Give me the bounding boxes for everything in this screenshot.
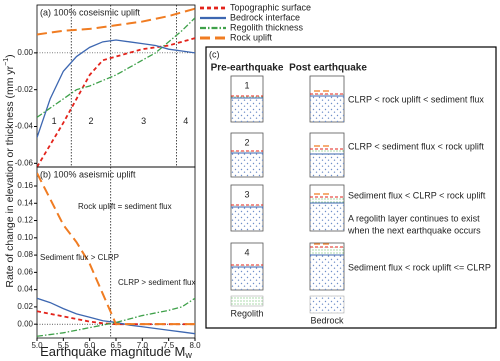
region-label: 3 xyxy=(141,116,146,126)
y-tick-label: 0.08 xyxy=(17,250,33,259)
regolith xyxy=(231,96,263,98)
bedrock-swatch xyxy=(309,295,345,314)
y-tick-label: 0.06 xyxy=(17,267,33,276)
legend-label: Regolith xyxy=(230,308,263,318)
row-number: 4 xyxy=(244,247,249,257)
annotation: CLRP > sediment flux xyxy=(118,278,195,287)
x-tick-label: 5.5 xyxy=(58,341,70,350)
row-text: CLRP < sediment flux < rock uplift xyxy=(348,141,484,151)
regolith xyxy=(231,205,263,207)
y-tick-label: 0.10 xyxy=(17,233,33,242)
row-text: A regolith layer continues to exist xyxy=(348,213,480,223)
legend-label: Bedrock interface xyxy=(230,12,300,22)
x-tick-label: 7.0 xyxy=(137,341,149,350)
series-line xyxy=(37,297,195,337)
regolith xyxy=(310,197,344,203)
x-tick-label: 6.5 xyxy=(110,341,122,350)
regolith-swatch xyxy=(230,295,264,307)
regolith xyxy=(310,247,344,255)
y-tick-label: 0.16 xyxy=(17,181,33,190)
x-axis-label: Earthquake magnitude Mw xyxy=(40,344,192,360)
panel-title: (b) 100% aseismic uplift xyxy=(40,169,136,179)
column-header: Post earthquake xyxy=(289,63,367,74)
regolith xyxy=(231,151,263,153)
row-number: 2 xyxy=(244,137,249,147)
y-tick-label: 0.00 xyxy=(17,319,33,328)
panel-label: (c) xyxy=(209,49,220,59)
legend-label: Topographic surface xyxy=(230,2,311,12)
region-label: 4 xyxy=(183,116,188,126)
y-tick-label: -0.06 xyxy=(15,158,34,167)
bedrock xyxy=(231,207,263,231)
bedrock xyxy=(231,267,263,290)
series-line xyxy=(37,17,195,118)
y-tick-label: -0.04 xyxy=(15,122,34,131)
x-tick-label: 5.0 xyxy=(31,341,43,350)
row-number: 3 xyxy=(244,189,249,199)
regolith xyxy=(310,94,344,96)
y-tick-label: -0.02 xyxy=(15,85,34,94)
series-line xyxy=(37,172,195,326)
y-tick-label: 0.14 xyxy=(17,198,33,207)
series-line xyxy=(37,37,195,167)
region-label: 1 xyxy=(52,116,57,126)
y-tick-label: 0.00 xyxy=(17,48,33,57)
regolith xyxy=(310,149,344,154)
y-tick-label: 0.02 xyxy=(17,302,33,311)
row-number: 1 xyxy=(244,80,249,90)
annotation: Sediment flux > CLRP xyxy=(40,253,119,262)
bedrock xyxy=(310,154,344,177)
bedrock xyxy=(310,255,344,290)
y-tick-label: 0.12 xyxy=(17,216,33,225)
bedrock xyxy=(231,153,263,177)
region-label: 2 xyxy=(88,116,93,126)
bedrock xyxy=(231,98,263,122)
plot-frame xyxy=(36,4,196,168)
y-tick-label: 0.04 xyxy=(17,285,33,294)
series-line xyxy=(37,7,195,36)
row-text: Sediment flux < rock uplift <= CLRP xyxy=(348,262,491,272)
x-tick-label: 8.0 xyxy=(189,341,201,350)
row-text: Sediment flux < CLRP < rock uplift xyxy=(348,190,486,200)
legend-label: Rock uplift xyxy=(230,32,273,42)
row-text: CLRP < rock uplift < sediment flux xyxy=(348,94,484,104)
annotation: Rock uplift = sediment flux xyxy=(78,202,172,211)
bedrock xyxy=(310,203,344,231)
panel-title: (a) 100% coseismic uplift xyxy=(40,7,141,17)
series-line xyxy=(37,39,195,138)
panel-c: (c) Pre-earthquake Post earthquake Regol… xyxy=(205,46,497,329)
row-text: when the next earthquake occurs xyxy=(347,225,481,235)
x-tick-label: 7.5 xyxy=(163,341,175,350)
bedrock xyxy=(310,96,344,122)
x-tick-label: 6.0 xyxy=(84,341,96,350)
legend-label: Bedrock xyxy=(310,315,344,325)
panel-c-frame xyxy=(205,46,497,329)
regolith xyxy=(231,265,263,267)
y-axis-label: Rate of change in elevation or thickness… xyxy=(3,54,16,287)
legend-label: Regolith thickness xyxy=(230,22,304,32)
column-header: Pre-earthquake xyxy=(211,63,284,74)
